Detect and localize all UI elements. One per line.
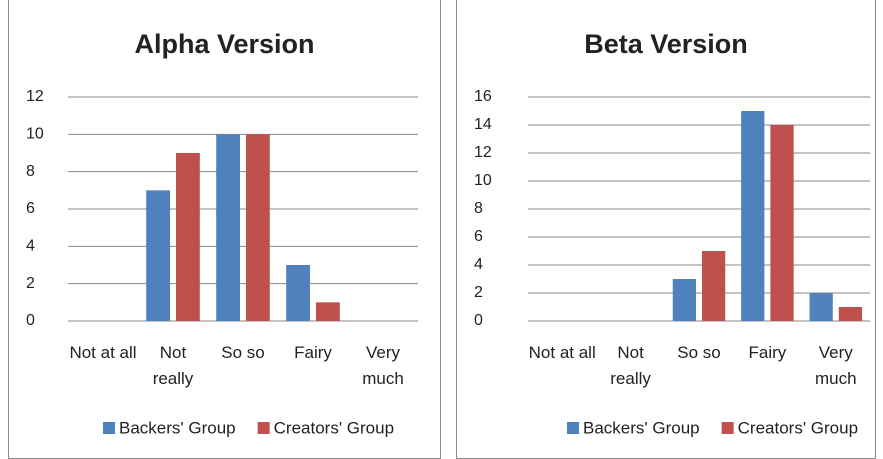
legend-label: Backers' Group — [119, 418, 236, 437]
bar — [316, 302, 340, 321]
bar — [770, 125, 794, 321]
bar — [176, 153, 200, 321]
y-tick-label: 12 — [26, 88, 44, 105]
bar — [702, 251, 726, 321]
y-tick-label: 2 — [474, 284, 483, 301]
x-tick-label: So so — [677, 343, 721, 362]
x-tick-label: Not really — [610, 343, 651, 388]
legend-swatch — [721, 422, 734, 434]
x-tick-label: Fairy — [294, 343, 332, 362]
chart-title: Beta Version — [584, 29, 748, 59]
legend-swatch — [103, 422, 115, 434]
bar — [146, 190, 170, 321]
bar — [741, 111, 765, 321]
y-tick-label: 0 — [474, 312, 483, 329]
y-tick-label: 8 — [474, 200, 483, 217]
y-tick-label: 4 — [474, 256, 483, 273]
bar — [809, 293, 833, 321]
legend-label: Creators' Group — [274, 418, 394, 437]
bar — [672, 279, 696, 321]
x-tick-label: Very much — [815, 343, 857, 388]
y-tick-label: 2 — [26, 275, 35, 292]
bar — [246, 134, 270, 321]
legend-swatch — [567, 422, 579, 434]
x-tick-label: Not at all — [69, 343, 137, 362]
bar — [838, 307, 863, 321]
bar — [216, 134, 240, 321]
legend-label: Creators' Group — [738, 418, 858, 437]
x-tick-label: So so — [221, 343, 265, 362]
y-tick-label: 8 — [26, 163, 35, 180]
y-tick-label: 10 — [474, 172, 492, 189]
y-tick-label: 10 — [26, 126, 44, 143]
y-tick-label: 4 — [26, 238, 35, 255]
x-tick-label: Fairy — [748, 343, 787, 362]
x-tick-label: Not really — [152, 343, 194, 388]
y-tick-label: 0 — [26, 312, 35, 329]
x-tick-label: Very much — [362, 343, 404, 388]
y-tick-label: 6 — [26, 200, 35, 217]
legend-label: Backers' Group — [583, 418, 700, 437]
legend-swatch — [257, 422, 270, 434]
chart-title: Alpha Version — [134, 29, 314, 59]
y-tick-label: 12 — [474, 144, 492, 161]
bar — [286, 265, 310, 321]
x-tick-label: Not at all — [528, 343, 596, 362]
y-tick-label: 16 — [474, 88, 492, 105]
y-tick-label: 14 — [474, 116, 492, 133]
y-tick-label: 6 — [474, 228, 483, 245]
